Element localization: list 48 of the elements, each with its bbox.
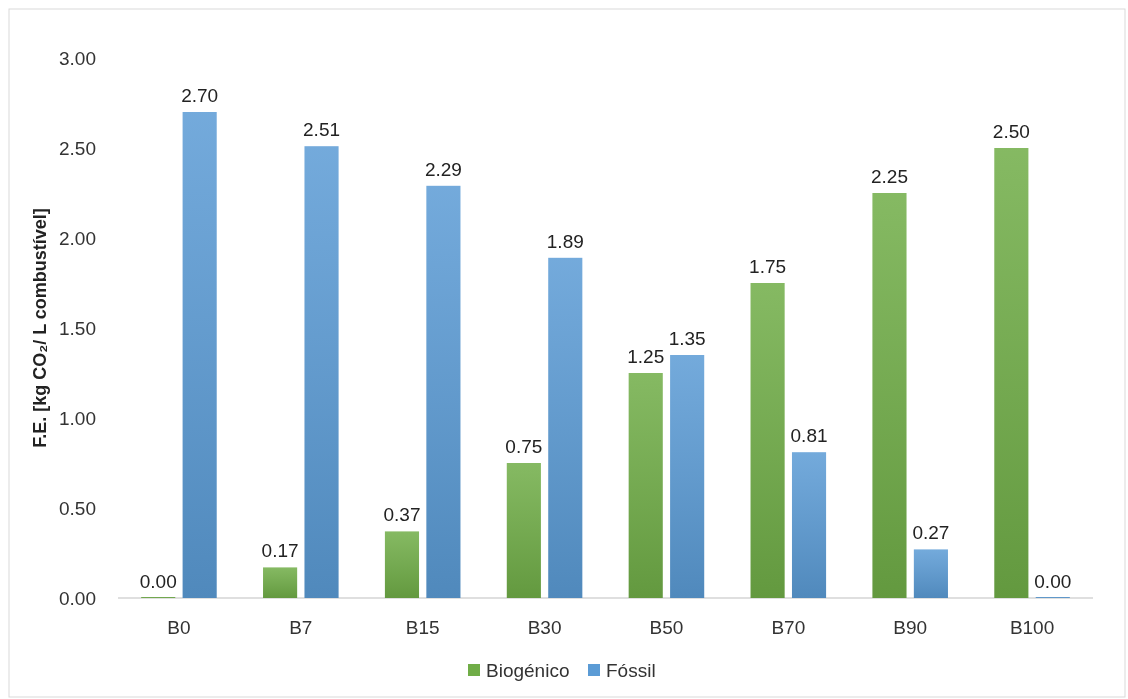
- y-tick-label: 0.50: [59, 497, 96, 519]
- bar: [304, 146, 339, 598]
- bar: [548, 257, 583, 598]
- bar: [628, 373, 663, 598]
- bar: [263, 567, 298, 598]
- bar: [750, 283, 785, 598]
- data-label: 0.27: [912, 522, 950, 544]
- data-label: 2.29: [424, 158, 462, 180]
- data-label: 2.25: [870, 166, 908, 187]
- legend-label: Biogénico: [486, 659, 570, 681]
- data-label: 2.50: [992, 121, 1030, 142]
- data-label: 0.37: [383, 504, 421, 526]
- data-label: 0.81: [790, 425, 828, 447]
- x-tick-label: B50: [649, 617, 684, 638]
- y-tick-label: 0.00: [59, 587, 96, 609]
- data-label: 0.00: [139, 571, 177, 592]
- bar: [670, 355, 705, 598]
- bar: [872, 193, 907, 598]
- x-tick-label: B15: [405, 617, 440, 638]
- legend-label: Fóssil: [606, 659, 656, 681]
- data-label: 2.70: [181, 85, 219, 106]
- data-label: 0.17: [261, 540, 299, 562]
- data-label: 0.00: [1034, 571, 1072, 592]
- data-label: 0.75: [505, 436, 543, 457]
- x-tick-label: B100: [1009, 617, 1055, 638]
- bar: [994, 148, 1029, 598]
- y-tick-label: 3.00: [59, 47, 96, 69]
- bar: [506, 463, 541, 598]
- x-tick-label: B0: [167, 617, 191, 638]
- bar: [384, 531, 420, 598]
- data-label: 2.51: [303, 119, 341, 141]
- x-tick-label: B30: [527, 617, 562, 638]
- x-tick-label: B70: [771, 617, 806, 638]
- data-label: 1.25: [627, 346, 665, 367]
- data-label: 1.35: [668, 328, 706, 349]
- y-tick-label: 1.50: [59, 317, 96, 339]
- bar: [913, 549, 948, 598]
- y-tick-label: 1.00: [59, 407, 96, 429]
- y-axis-title: F.E. [kg CO₂/ L combustível]: [30, 208, 50, 448]
- x-tick-label: B90: [893, 617, 928, 638]
- bar: [182, 112, 217, 598]
- y-tick-label: 2.50: [59, 137, 96, 159]
- data-label: 1.89: [546, 230, 584, 252]
- data-label: 1.75: [749, 256, 787, 277]
- bar: [791, 452, 827, 598]
- bar: [426, 185, 461, 598]
- y-tick-label: 2.00: [59, 227, 96, 249]
- x-tick-label: B7: [289, 617, 313, 638]
